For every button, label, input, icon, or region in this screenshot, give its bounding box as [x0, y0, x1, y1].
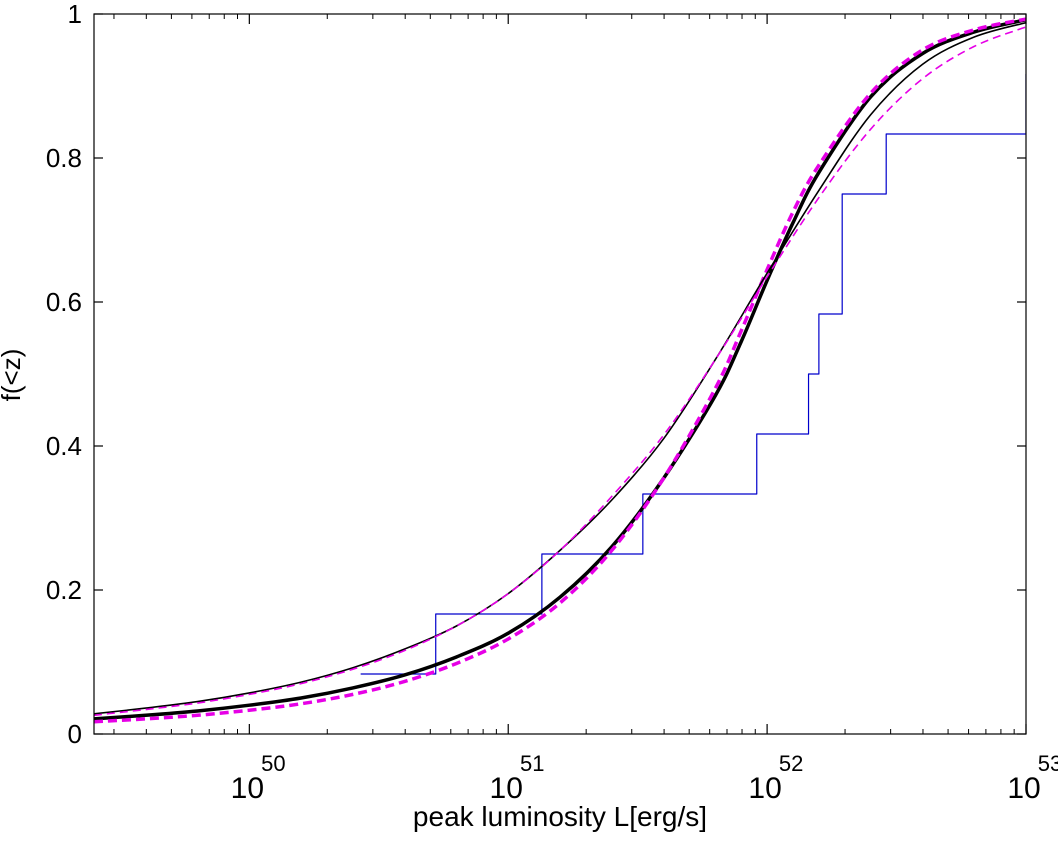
y-tick-label: 0 [68, 719, 82, 749]
x-tick-label-exponent: 52 [779, 751, 803, 776]
x-tick-label-exponent: 53 [1038, 751, 1058, 776]
y-tick-label: 0.6 [46, 287, 82, 317]
x-tick-label-base: 10 [1007, 772, 1040, 805]
y-tick-label: 0.2 [46, 575, 82, 605]
y-axis-label: f(<z) [0, 349, 26, 402]
series-line-2 [94, 18, 1026, 721]
series-layer [94, 17, 1026, 724]
y-tick-label: 0.4 [46, 431, 82, 461]
labels-layer: peak luminosity L[erg/s] f(<z) [0, 349, 707, 832]
y-tick-label: 0.8 [46, 143, 82, 173]
series-line-4 [94, 21, 1026, 715]
series-line-1 [360, 73, 1026, 675]
x-tick-label-exponent: 51 [520, 751, 544, 776]
series-line-3 [94, 17, 1026, 724]
series-line-5 [94, 26, 1026, 717]
axes-layer [93, 13, 1027, 735]
x-tick-label-base: 10 [231, 772, 264, 805]
plot-frame [93, 13, 1027, 735]
x-tick-label-base: 10 [748, 772, 781, 805]
x-tick-label-base: 10 [490, 772, 523, 805]
x-axis-label: peak luminosity L[erg/s] [413, 801, 707, 832]
y-tick-label: 1 [68, 0, 82, 29]
x-tick-label-exponent: 50 [261, 751, 285, 776]
